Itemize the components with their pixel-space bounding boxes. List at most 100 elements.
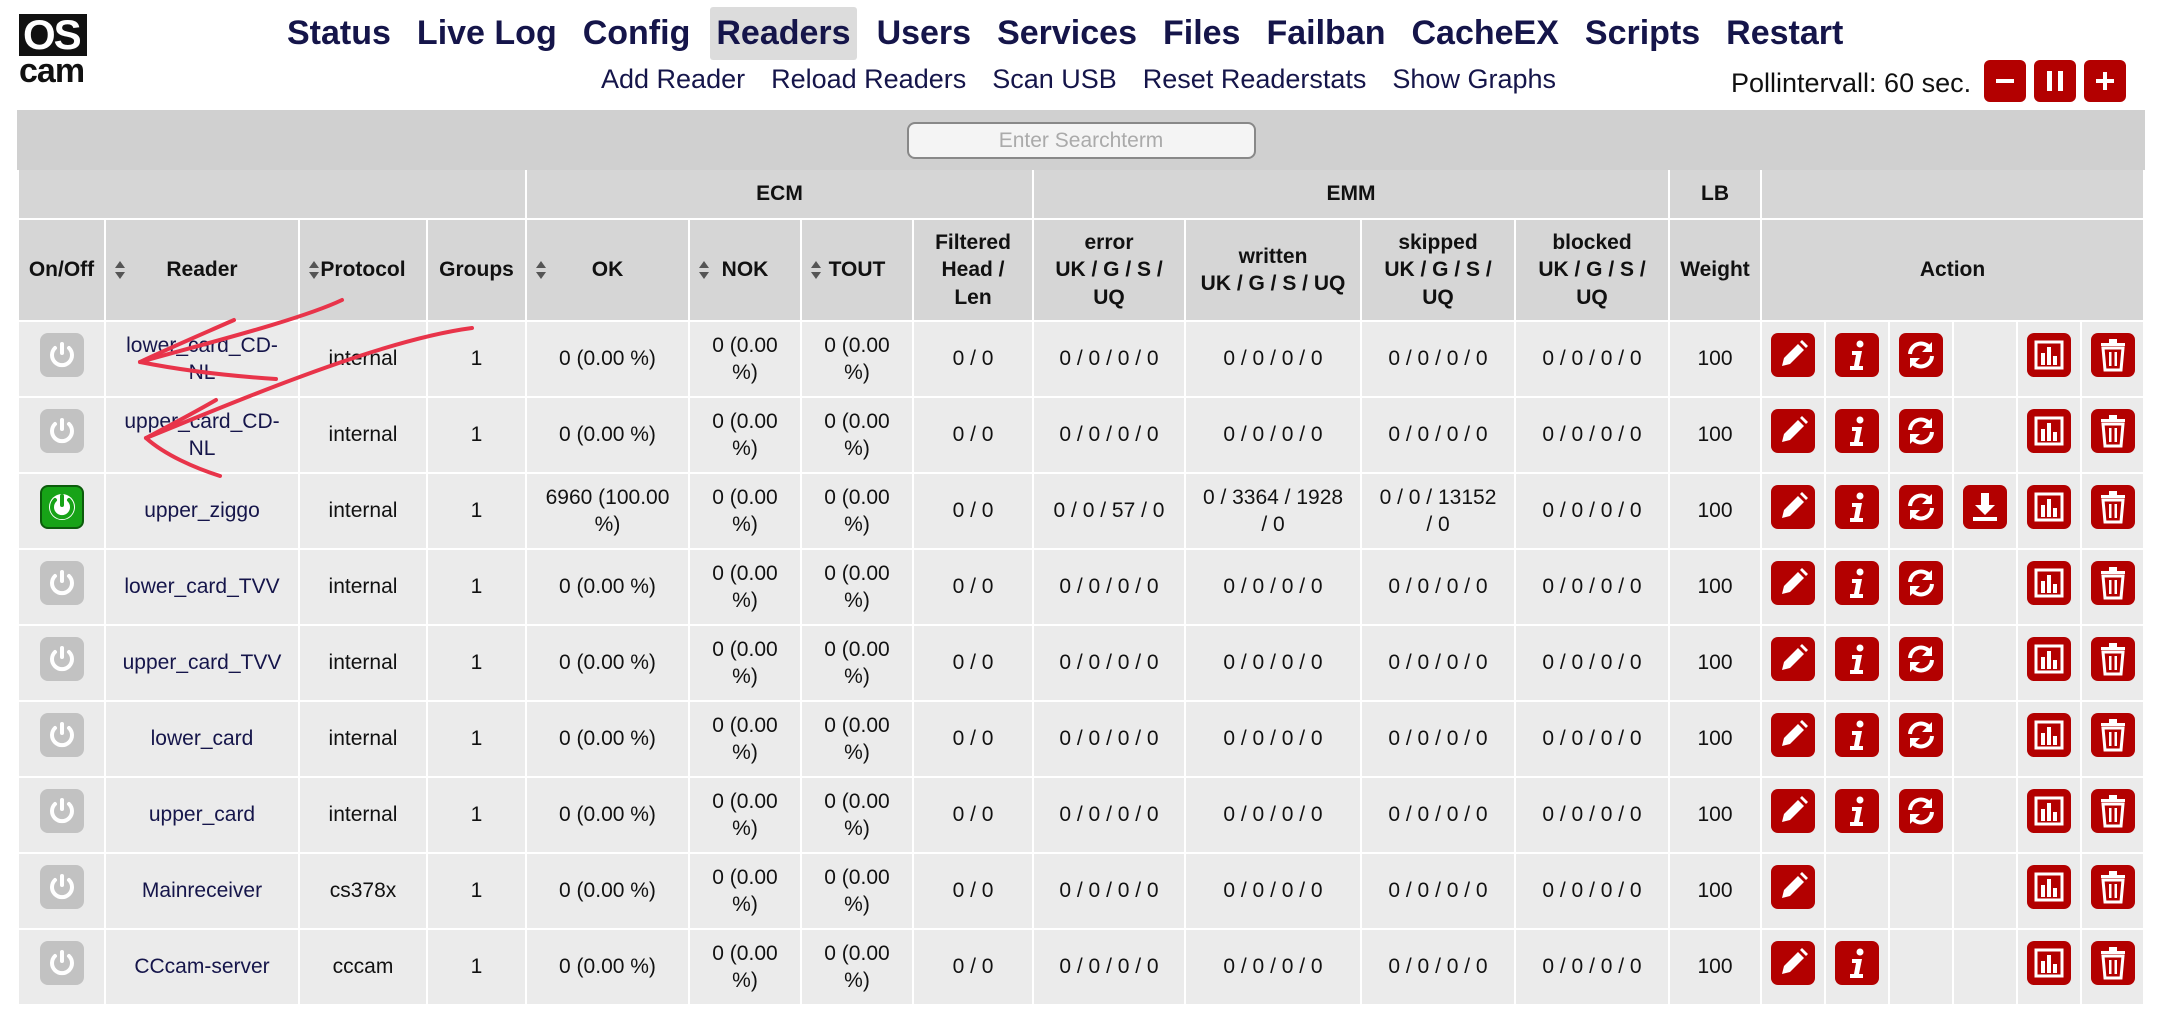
reader-cell[interactable]: upper_card_TVV [104, 624, 300, 702]
icon-glyph [1922, 494, 1932, 505]
stats-button[interactable] [2027, 865, 2071, 910]
info-button[interactable] [1835, 637, 1879, 682]
stats-button[interactable] [2027, 713, 2071, 758]
stats-button[interactable] [2027, 637, 2071, 682]
edit-button[interactable] [1771, 865, 1815, 910]
stats-button[interactable] [2027, 333, 2071, 378]
delete-button[interactable] [2090, 789, 2135, 834]
reader-cell[interactable]: lower_card_TVV [104, 548, 300, 626]
nav-item[interactable]: Services [997, 13, 1137, 52]
icon-glyph [1922, 722, 1932, 733]
delete-button[interactable] [2090, 865, 2135, 910]
stats-button[interactable] [2027, 941, 2071, 986]
reader-cell[interactable]: lower_card [104, 700, 300, 778]
stats-button[interactable] [2027, 485, 2071, 530]
info-button[interactable] [1835, 485, 1879, 530]
refresh-button[interactable] [1899, 713, 1943, 758]
reader-cell[interactable]: upper_ziggo [104, 472, 300, 550]
sort-icon[interactable] [810, 260, 822, 280]
delete-button[interactable] [2090, 485, 2135, 530]
subnav-item[interactable]: Reset Readerstats [1142, 64, 1367, 94]
logo[interactable]: OS cam [19, 14, 94, 88]
power-off[interactable] [39, 333, 84, 378]
reader-cell[interactable]: upper_card [104, 776, 300, 854]
edit-button[interactable] [1771, 485, 1815, 530]
stats-button[interactable] [2027, 789, 2071, 834]
subnav-item[interactable]: Add Reader [601, 64, 746, 94]
sort-icon[interactable] [114, 260, 126, 280]
refresh-button[interactable] [1899, 333, 1943, 378]
nav-item[interactable]: Config [582, 13, 691, 52]
nav-item[interactable]: Users [876, 13, 972, 52]
nok-cell: 0 (0.00 %) [688, 320, 802, 398]
power-on[interactable] [39, 485, 84, 530]
icon-shape [2053, 812, 2057, 822]
reader-cell[interactable]: CCcam-server [104, 928, 300, 1006]
edit-button[interactable] [1771, 561, 1815, 606]
delete-button[interactable] [2090, 333, 2135, 378]
search-input[interactable]: Enter Searchterm [906, 121, 1256, 159]
stats-button[interactable] [2027, 409, 2071, 454]
icon-shape [2047, 727, 2051, 746]
edit-button[interactable] [1771, 789, 1815, 834]
subnav-item[interactable]: Show Graphs [1392, 64, 1556, 94]
column-header-label: blocked UK / G / S / UQ [1538, 231, 1646, 309]
refresh-button[interactable] [1899, 789, 1943, 834]
nav-item[interactable]: CacheEX [1411, 13, 1559, 52]
refresh-button[interactable] [1899, 637, 1943, 682]
info-button[interactable] [1835, 941, 1879, 986]
refresh-button[interactable] [1899, 409, 1943, 454]
power-off[interactable] [39, 713, 84, 758]
refresh-button[interactable] [1899, 561, 1943, 606]
column-header-label: written UK / G / S / UQ [1200, 244, 1346, 295]
edit-button[interactable] [1771, 713, 1815, 758]
sort-icon[interactable] [535, 260, 547, 280]
power-off[interactable] [39, 637, 84, 682]
nav-item[interactable]: Readers [710, 6, 857, 60]
reader-cell[interactable]: lower_card_CD-NL [104, 320, 300, 398]
reader-cell[interactable]: upper_card_CD-NL [104, 396, 300, 474]
poll-increase[interactable] [2084, 60, 2126, 102]
group-header: ECM [525, 168, 1034, 220]
edit-button[interactable] [1771, 941, 1815, 986]
icon-glyph [1800, 568, 1808, 577]
icon-shape [2108, 643, 2117, 648]
power-off[interactable] [39, 561, 84, 606]
skipped-cell: 0 / 0 / 0 / 0 [1360, 548, 1516, 626]
delete-button[interactable] [2090, 713, 2135, 758]
nav-item[interactable]: Failban [1266, 13, 1386, 52]
poll-decrease[interactable] [1984, 60, 2026, 102]
edit-button[interactable] [1771, 409, 1815, 454]
info-button[interactable] [1835, 333, 1879, 378]
icon-shape [2108, 415, 2117, 420]
power-off[interactable] [39, 789, 84, 834]
info-button[interactable] [1835, 409, 1879, 454]
sort-icon[interactable] [698, 260, 710, 280]
icon-shape [2034, 568, 2064, 598]
nav-item[interactable]: Status [287, 13, 391, 52]
power-off[interactable] [39, 409, 84, 454]
info-button[interactable] [1835, 713, 1879, 758]
nav-item[interactable]: Files [1162, 13, 1241, 52]
info-button[interactable] [1835, 561, 1879, 606]
sort-icon[interactable] [308, 260, 320, 280]
nav-item[interactable]: Scripts [1584, 13, 1701, 52]
delete-button[interactable] [2090, 561, 2135, 606]
edit-button[interactable] [1771, 333, 1815, 378]
refresh-button[interactable] [1899, 485, 1943, 530]
reader-cell[interactable]: Mainreceiver [104, 852, 300, 930]
download-button[interactable] [1963, 485, 2007, 530]
nav-item[interactable]: Live Log [416, 13, 557, 52]
power-off[interactable] [39, 865, 84, 910]
power-off[interactable] [39, 941, 84, 986]
delete-button[interactable] [2090, 941, 2135, 986]
subnav-item[interactable]: Scan USB [992, 64, 1117, 94]
poll-pause[interactable] [2034, 60, 2076, 102]
subnav-item[interactable]: Reload Readers [771, 64, 967, 94]
info-button[interactable] [1835, 789, 1879, 834]
stats-button[interactable] [2027, 561, 2071, 606]
delete-button[interactable] [2090, 409, 2135, 454]
delete-button[interactable] [2090, 637, 2135, 682]
edit-button[interactable] [1771, 637, 1815, 682]
nav-item[interactable]: Restart [1726, 13, 1844, 52]
